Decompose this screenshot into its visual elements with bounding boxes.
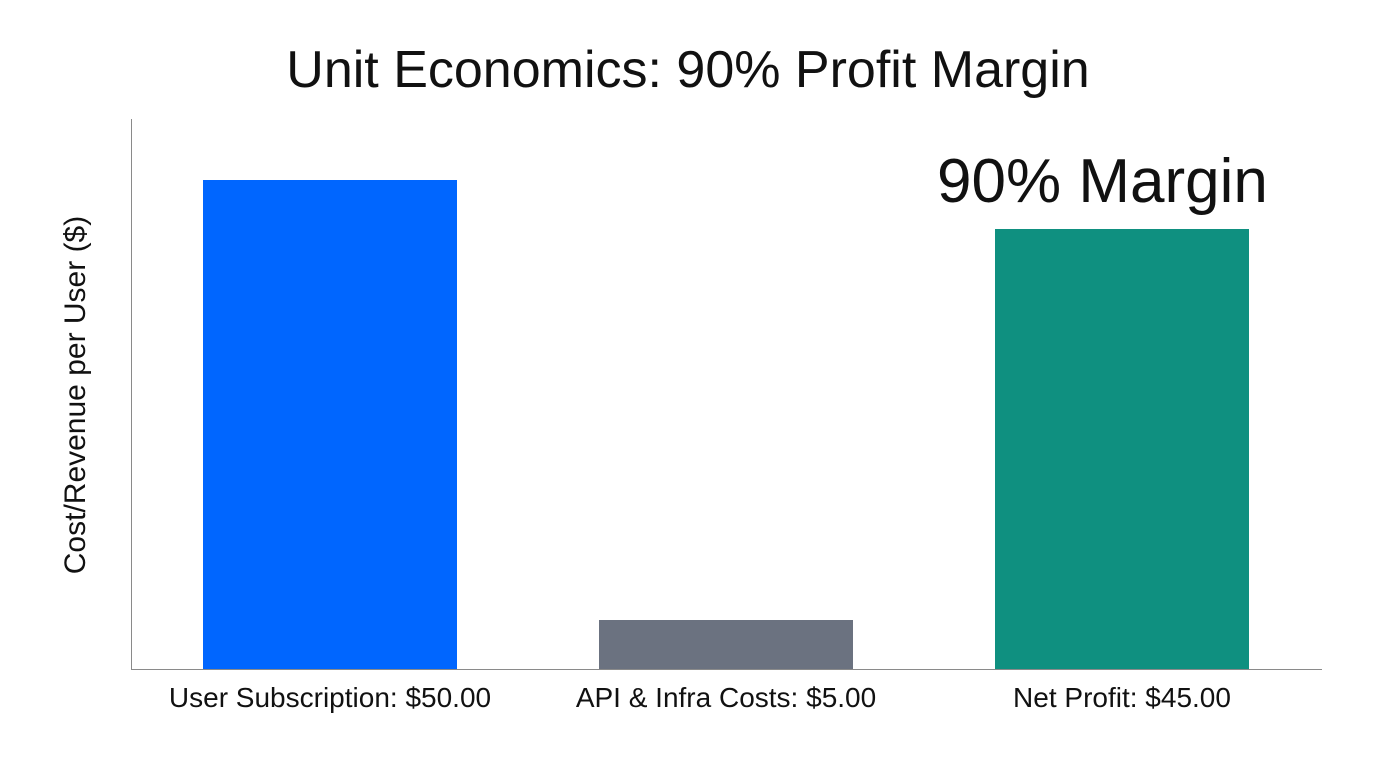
margin-annotation: 90% Margin xyxy=(937,147,1268,216)
y-axis-line xyxy=(131,119,132,670)
x-axis-line xyxy=(131,669,1322,670)
y-axis-label: Cost/Revenue per User ($) xyxy=(59,215,92,575)
bar-net-profit xyxy=(995,228,1249,669)
chart-title: Unit Economics: 90% Profit Margin xyxy=(286,41,1090,99)
x-tick-label-costs: API & Infra Costs: $5.00 xyxy=(575,682,877,713)
bar-user-subscription xyxy=(203,180,457,669)
x-tick-label-subscription: User Subscription: $50.00 xyxy=(168,682,492,713)
x-tick-label-net-profit: Net Profit: $45.00 xyxy=(1013,682,1231,713)
bar-api-infra-costs xyxy=(599,620,853,669)
